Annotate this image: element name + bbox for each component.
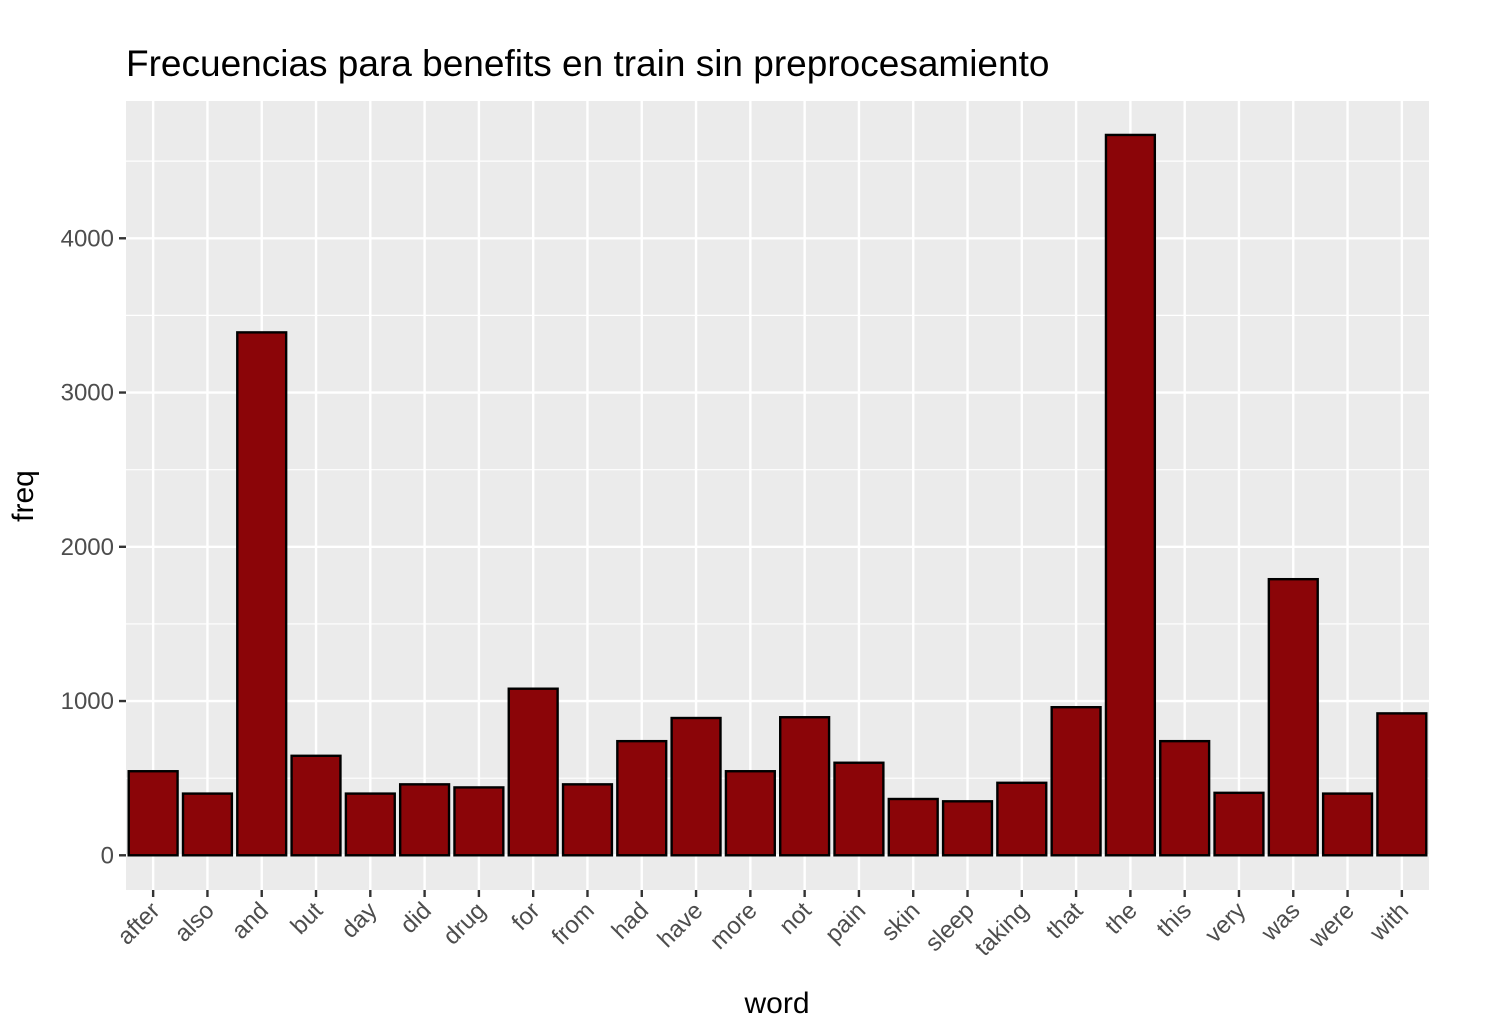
x-tick-label-this: this <box>1151 897 1197 943</box>
bar-that <box>1050 706 1102 857</box>
x-tick-label-not: not <box>774 897 817 940</box>
x-axis-title: word <box>743 987 809 1020</box>
bar-after <box>127 770 179 857</box>
y-tick-label: 4000 <box>61 225 114 252</box>
y-tick-label: 1000 <box>61 688 114 715</box>
bar-day <box>344 792 396 857</box>
x-tick-label-the: the <box>1100 897 1143 940</box>
bar-skin <box>887 797 939 857</box>
x-tick-label-had: had <box>607 897 654 944</box>
bar-the <box>1104 133 1157 857</box>
bar-pain <box>833 761 885 857</box>
x-tick-label-did: did <box>395 897 437 939</box>
bar-also <box>181 792 234 857</box>
bar-very <box>1213 791 1265 857</box>
x-tick-label-more: more <box>705 897 763 955</box>
bar-for <box>507 687 559 857</box>
bar-was <box>1267 577 1319 857</box>
x-tick-label-pain: pain <box>820 897 871 948</box>
bar-have <box>670 716 722 857</box>
bar-from <box>561 783 614 857</box>
x-tick-label-skin: skin <box>876 897 925 946</box>
y-tick-label: 3000 <box>61 380 114 407</box>
y-tick-label: 2000 <box>61 534 114 561</box>
x-tick-label-but: but <box>286 897 329 940</box>
bar-had <box>616 739 668 857</box>
x-tick-label-were: were <box>1303 897 1360 954</box>
bar-this <box>1159 739 1211 857</box>
x-tick-label-with: with <box>1364 897 1414 947</box>
bar-drug <box>453 786 505 857</box>
bar-were <box>1321 792 1374 857</box>
bars-group <box>127 133 1428 857</box>
x-tick-label-very: very <box>1200 897 1251 948</box>
x-tick-label-have: have <box>652 897 708 953</box>
x-tick-label-and: and <box>227 897 274 944</box>
bar-more <box>724 770 776 857</box>
bar-taking <box>996 781 1048 857</box>
bar-but <box>290 754 342 857</box>
x-tick-label-sleep: sleep <box>920 897 980 957</box>
grid-minor <box>126 160 1429 779</box>
bar-with <box>1376 712 1428 857</box>
x-tick-label-day: day <box>336 897 382 943</box>
y-axis-title: freq <box>7 470 40 522</box>
x-tick-label-that: that <box>1041 897 1089 945</box>
bar-sleep <box>941 800 994 857</box>
chart-title: Frecuencias para benefits en train sin p… <box>126 43 1049 84</box>
x-tick-label-was: was <box>1256 897 1306 947</box>
x-axis: after also and but day did drug for from hadhavem… <box>112 890 1414 962</box>
x-tick-label-after: after <box>112 897 165 950</box>
bar-did <box>398 783 451 857</box>
bar-and <box>236 331 288 857</box>
y-axis: 0 1000 2000 3000 4000 <box>61 225 126 869</box>
x-tick-label-for: for <box>507 897 546 936</box>
bar-not <box>779 716 831 857</box>
x-tick-label-taking: taking <box>970 897 1034 961</box>
y-tick-label: 0 <box>101 842 114 869</box>
x-tick-label-also: also <box>169 897 219 947</box>
plot-panel <box>126 101 1429 890</box>
x-tick-label-from: from <box>547 897 600 950</box>
x-tick-label-drug: drug <box>438 897 491 950</box>
